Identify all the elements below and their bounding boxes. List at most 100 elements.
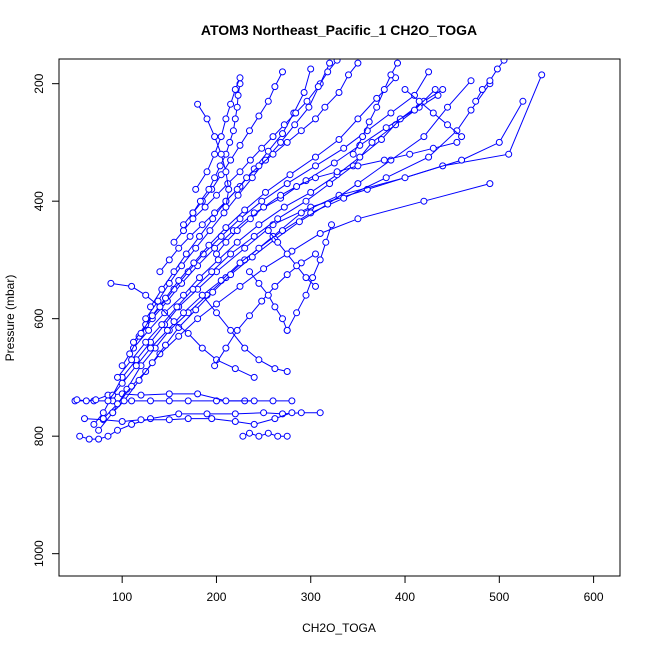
data-point (382, 174, 390, 182)
data-point (241, 206, 249, 214)
data-point (255, 279, 263, 287)
data-point (277, 138, 285, 146)
data-point (250, 420, 258, 428)
data-point (120, 397, 128, 405)
data-point (234, 91, 242, 99)
data-point (236, 259, 244, 267)
data-point (137, 391, 145, 399)
data-point (222, 115, 230, 123)
data-point (85, 435, 93, 443)
data-point (99, 415, 107, 423)
data-point (274, 238, 282, 246)
data-point (118, 418, 126, 425)
data-point (128, 420, 136, 428)
data-point (217, 133, 225, 141)
data-point (231, 115, 239, 123)
data-point (387, 71, 395, 79)
data-point (365, 118, 373, 126)
data-point (250, 232, 258, 240)
data-point (411, 106, 418, 114)
data-point (170, 238, 178, 246)
data-point (148, 312, 156, 320)
data-point (203, 115, 211, 123)
data-point (236, 282, 244, 290)
x-tick-label: 400 (395, 590, 415, 604)
data-point (280, 203, 288, 211)
data-point (170, 318, 178, 326)
series-18 (107, 279, 258, 381)
data-point (250, 373, 258, 381)
data-point (165, 390, 173, 398)
data-point (236, 168, 244, 176)
data-point (255, 244, 263, 252)
data-point (99, 409, 107, 417)
data-point (312, 162, 319, 170)
series-32 (264, 227, 319, 290)
data-point (444, 121, 451, 129)
y-tick-label: 600 (32, 308, 46, 328)
data-point (246, 429, 253, 437)
data-point (246, 127, 253, 135)
data-point (260, 265, 268, 273)
data-point (142, 338, 150, 346)
data-point (288, 397, 296, 405)
data-point (260, 203, 268, 211)
data-point (274, 432, 282, 440)
data-point (264, 97, 272, 105)
data-point (241, 344, 249, 352)
x-tick-label: 500 (489, 590, 509, 604)
data-point (128, 356, 136, 364)
data-point (293, 183, 301, 190)
data-point (258, 297, 266, 305)
data-point (401, 86, 409, 93)
data-point (211, 174, 219, 182)
data-point (271, 303, 279, 311)
data-point (236, 74, 244, 82)
data-point (286, 171, 294, 179)
data-point (271, 282, 279, 290)
data-point (255, 162, 263, 170)
data-point (222, 397, 230, 405)
data-point (368, 138, 376, 146)
data-point (478, 86, 486, 93)
data-point (467, 106, 475, 114)
data-point (271, 365, 279, 373)
data-point (486, 180, 494, 188)
data-point (114, 373, 121, 381)
data-point (394, 59, 401, 67)
data-point (161, 309, 169, 317)
data-point (354, 59, 362, 67)
data-point (340, 194, 348, 202)
data-point (538, 71, 546, 79)
data-point (279, 130, 286, 138)
data-point (505, 150, 513, 158)
data-point (189, 215, 197, 223)
data-point (156, 268, 164, 276)
data-point (234, 191, 242, 199)
data-point (354, 215, 362, 223)
data-point (239, 432, 247, 440)
data-point (322, 238, 330, 246)
x-tick-label: 300 (301, 590, 321, 604)
data-point (269, 397, 277, 405)
data-point (225, 185, 233, 193)
chart-title: ATOM3 Northeast_Pacific_1 CH2O_TOGA (201, 22, 477, 38)
data-point (340, 144, 348, 152)
data-point (227, 271, 235, 279)
data-point (184, 397, 192, 405)
data-point (189, 209, 197, 217)
y-tick-label: 800 (32, 426, 46, 446)
data-point (335, 136, 343, 143)
data-point (467, 77, 475, 85)
data-point (300, 89, 308, 96)
data-point (126, 350, 134, 358)
data-point (283, 271, 291, 279)
data-point (271, 83, 279, 91)
data-point (458, 156, 466, 164)
data-point (231, 365, 239, 373)
data-point (295, 218, 303, 226)
data-point (519, 97, 527, 105)
data-point (328, 221, 335, 229)
data-point (180, 221, 187, 229)
data-point (162, 294, 169, 302)
